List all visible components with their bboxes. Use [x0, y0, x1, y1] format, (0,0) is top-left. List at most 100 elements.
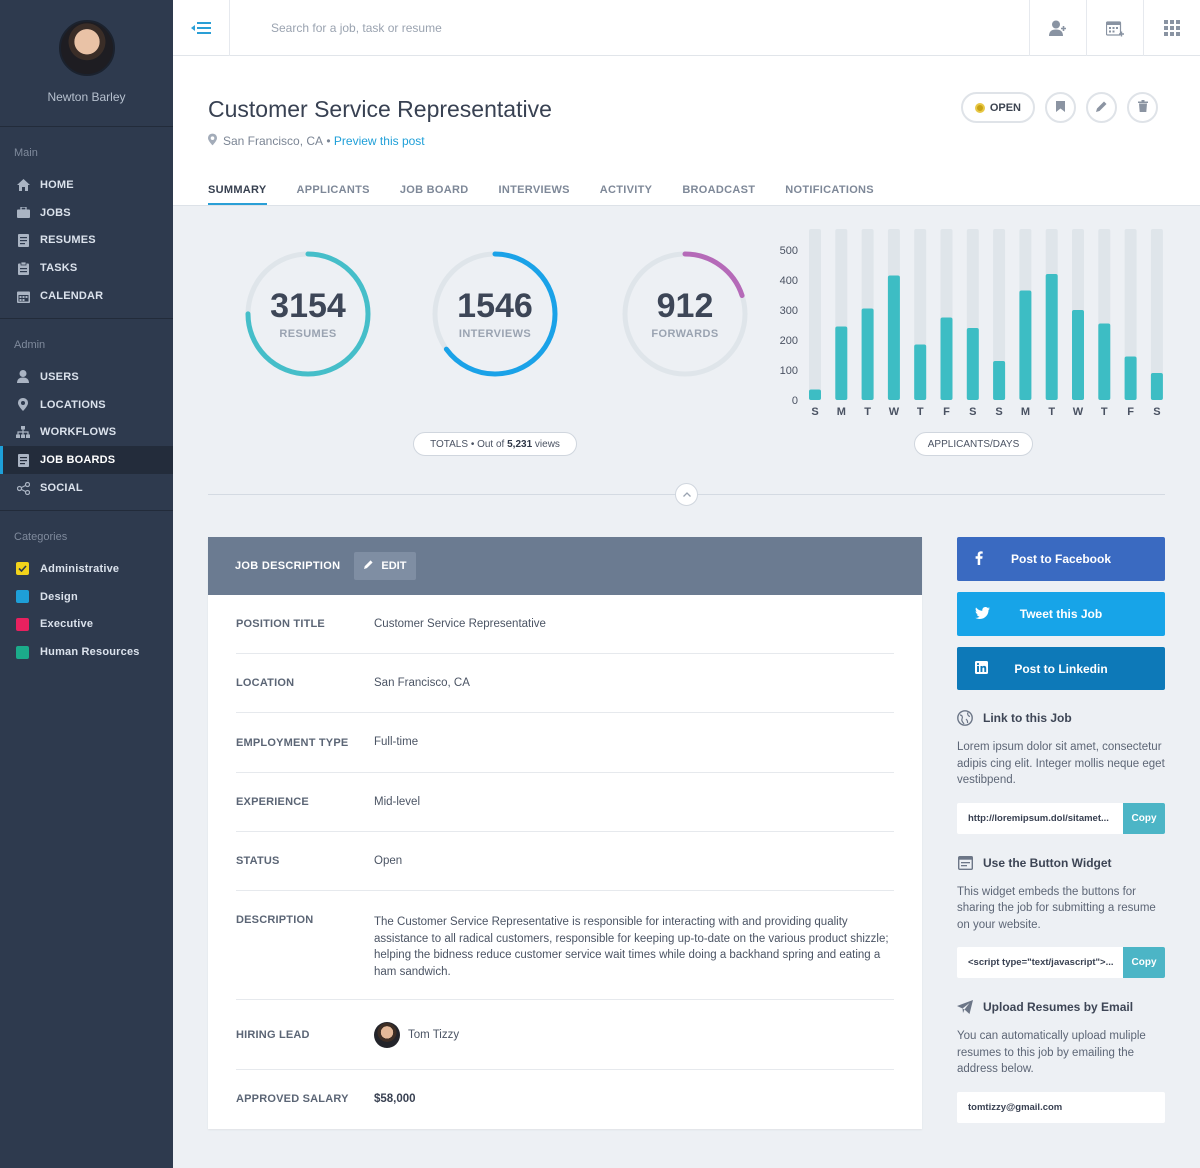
delete-button[interactable]	[1127, 92, 1158, 123]
category-human-resources[interactable]: Human Resources	[0, 638, 173, 666]
x-tick-label: S	[995, 406, 1002, 418]
job-location: San Francisco, CA	[223, 134, 324, 148]
tab-broadcast[interactable]: BROADCAST	[682, 184, 756, 196]
search-input[interactable]: Search for a job, task or resume	[271, 20, 442, 35]
bar[interactable]	[914, 344, 927, 401]
status-open-button[interactable]: OPEN	[960, 92, 1035, 123]
gauge-resumes: 3154 RESUMES	[243, 249, 373, 379]
desc-value: The Customer Service Representative is r…	[374, 916, 889, 978]
bar[interactable]	[1098, 323, 1111, 401]
y-tick-label: 0	[792, 395, 798, 407]
sidebar-item-tasks[interactable]: TASKS	[0, 254, 173, 282]
sidebar-item-label: RESUMES	[40, 234, 96, 247]
linkedin-icon	[975, 660, 988, 677]
email-field: tomtizzy@gmail.com	[957, 1091, 1165, 1123]
widget-code-field: <script type="text/javascript">... Copy	[957, 947, 1165, 978]
edit-description-button[interactable]: EDIT	[354, 552, 417, 580]
category-design[interactable]: Design	[0, 583, 173, 611]
add-user-icon[interactable]	[1029, 0, 1086, 56]
bar[interactable]	[1019, 290, 1032, 401]
bar[interactable]	[887, 275, 900, 401]
bar[interactable]	[809, 389, 821, 401]
sidebar-item-resumes[interactable]: RESUMES	[0, 227, 173, 255]
category-label: Design	[40, 590, 78, 603]
applicants-bar-chart: 500 400 300 200 100 0 S M T W T F S S M T W T F S	[780, 229, 1163, 418]
y-tick-label: 200	[780, 335, 798, 347]
bar[interactable]	[1124, 356, 1137, 401]
gauge-label: RESUMES	[279, 328, 337, 340]
job-header: Customer Service Representative San Fran…	[173, 56, 1200, 206]
post-to-facebook-button[interactable]: Post to Facebook	[957, 537, 1165, 581]
user-name[interactable]: Newton Barley	[47, 90, 126, 104]
gauge-ring	[245, 251, 371, 377]
tab-activity[interactable]: ACTIVITY	[599, 184, 653, 196]
edit-button[interactable]	[1086, 92, 1117, 123]
category-executive[interactable]: Executive	[0, 611, 173, 639]
gauge-label: INTERVIEWS	[458, 328, 532, 340]
totals-suffix: views	[532, 438, 560, 450]
bar[interactable]	[940, 317, 953, 401]
x-tick-label: F	[943, 406, 950, 418]
bar[interactable]	[861, 308, 874, 401]
job-link-input[interactable]: http://loremipsum.dol/sitamet...	[968, 812, 1109, 824]
bar[interactable]	[1045, 274, 1058, 400]
x-tick-label: M	[1021, 406, 1030, 418]
desc-row-hiring-lead: HIRING LEAD Tom Tizzy	[236, 1000, 894, 1070]
bar[interactable]	[966, 328, 979, 400]
category-swatch[interactable]	[16, 617, 29, 631]
category-administrative[interactable]: Administrative	[0, 555, 173, 583]
sidebar-item-users[interactable]: USERS	[0, 363, 173, 391]
tab-job-board[interactable]: JOB BOARD	[399, 184, 469, 196]
tab-applicants[interactable]: APPLICANTS	[296, 184, 370, 196]
bookmark-button[interactable]	[1045, 92, 1076, 123]
job-link-field: http://loremipsum.dol/sitamet... Copy	[957, 802, 1165, 834]
collapse-chevron-up-icon[interactable]	[675, 483, 698, 506]
share-icon	[16, 481, 30, 495]
preview-post-link[interactable]: Preview this post	[333, 134, 425, 148]
email-address[interactable]: tomtizzy@gmail.com	[968, 1101, 1063, 1113]
pencil-icon	[364, 560, 373, 572]
desc-row-status: STATUS Open	[236, 832, 894, 891]
x-tick-label: S	[1153, 406, 1160, 418]
nav-heading-main: Main	[14, 147, 38, 159]
user-avatar[interactable]	[58, 20, 115, 76]
location-pin-icon	[208, 133, 217, 149]
desc-key: HIRING LEAD	[236, 1028, 310, 1041]
x-tick-label: F	[1127, 406, 1134, 418]
tab-summary[interactable]: SUMMARY	[208, 184, 267, 205]
sidebar-item-job-boards[interactable]: JOB BOARDS	[0, 446, 173, 475]
sidebar-item-jobs[interactable]: JOBS	[0, 199, 173, 227]
bar[interactable]	[1150, 373, 1163, 400]
bar[interactable]	[993, 361, 1006, 400]
post-to-linkedin-button[interactable]: Post to Linkedin	[957, 647, 1165, 690]
menu-toggle-icon[interactable]	[173, 0, 230, 56]
gauge-value: 912	[656, 287, 714, 325]
totals-prefix: TOTALS • Out of	[430, 438, 508, 450]
copy-code-button[interactable]: Copy	[1123, 947, 1165, 978]
copy-link-button[interactable]: Copy	[1123, 802, 1165, 834]
tab-notifications[interactable]: NOTIFICATIONS	[785, 184, 874, 196]
sidebar-item-workflows[interactable]: WORKFLOWS	[0, 419, 173, 447]
bar[interactable]	[835, 326, 848, 401]
desc-value: $58,000	[374, 1092, 416, 1105]
widget-code-input[interactable]: <script type="text/javascript">...	[968, 957, 1114, 968]
card-header: JOB DESCRIPTION EDIT	[208, 537, 922, 595]
category-swatch[interactable]	[16, 590, 29, 604]
sidebar-item-social[interactable]: SOCIAL	[0, 474, 173, 502]
x-tick-label: S	[811, 406, 818, 418]
sidebar-item-home[interactable]: HOME	[0, 171, 173, 199]
sidebar-item-calendar[interactable]: CALENDAR	[0, 282, 173, 310]
apps-grid-icon[interactable]	[1143, 0, 1200, 56]
bar[interactable]	[1072, 310, 1084, 400]
x-tick-label: S	[969, 406, 976, 418]
tweet-job-button[interactable]: Tweet this Job	[957, 592, 1165, 636]
add-calendar-icon[interactable]	[1086, 0, 1143, 56]
topbar: Search for a job, task or resume	[173, 0, 1200, 56]
hiring-lead[interactable]: Tom Tizzy	[374, 1021, 894, 1048]
sidebar-item-locations[interactable]: LOCATIONS	[0, 391, 173, 419]
checkbox-checked-icon[interactable]	[16, 562, 29, 576]
desc-value: San Francisco, CA	[374, 676, 470, 689]
category-swatch[interactable]	[16, 645, 29, 659]
tab-interviews[interactable]: INTERVIEWS	[498, 184, 570, 196]
gauge-ring	[622, 251, 748, 377]
